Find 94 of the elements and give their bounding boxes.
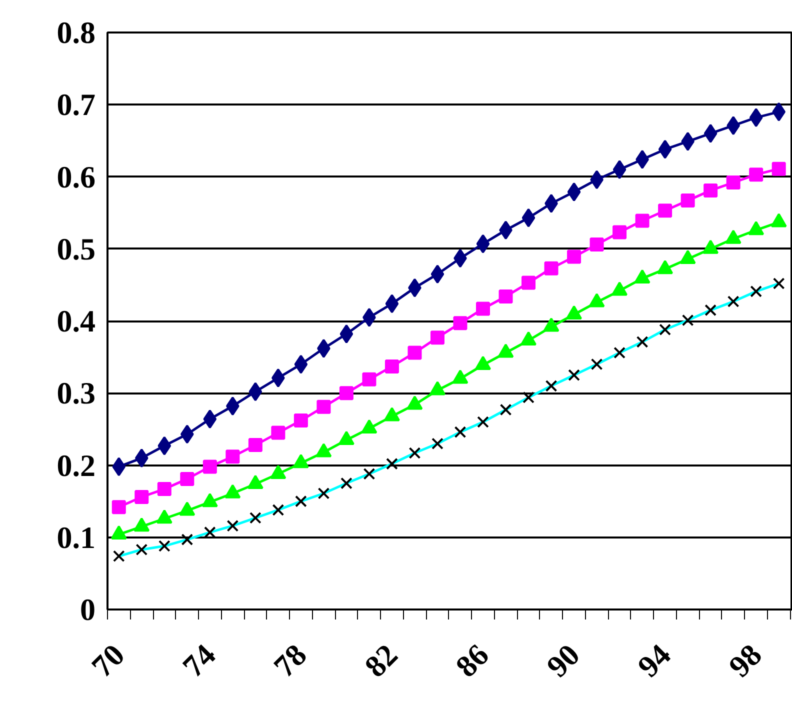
point: [545, 380, 558, 392]
point: [658, 204, 672, 218]
point: [180, 424, 194, 444]
point: [340, 477, 352, 490]
point: [362, 372, 376, 386]
x-tick-label: 82: [358, 637, 404, 684]
y-tick-label: 0.5: [56, 231, 96, 266]
y-tick-label: 0.6: [56, 159, 96, 194]
point: [136, 544, 148, 556]
point: [363, 468, 376, 480]
point: [340, 324, 354, 344]
point: [522, 276, 536, 290]
x-tick-label: 94: [630, 637, 678, 684]
point: [453, 316, 468, 330]
point: [567, 182, 581, 202]
point: [476, 302, 490, 316]
point: [749, 168, 764, 182]
point: [772, 162, 786, 176]
point: [477, 416, 489, 428]
point: [112, 500, 126, 514]
point: [386, 458, 398, 470]
point: [727, 296, 740, 308]
point: [636, 336, 648, 348]
point: [408, 447, 421, 459]
point: [750, 285, 762, 298]
point: [180, 472, 194, 486]
point: [635, 214, 650, 228]
point: [498, 289, 513, 304]
point: [294, 495, 307, 508]
point: [704, 304, 717, 316]
point: [318, 487, 330, 500]
point: [226, 520, 239, 532]
point: [612, 160, 626, 180]
point: [112, 550, 125, 562]
point: [522, 392, 534, 404]
point: [248, 438, 262, 452]
y-tick-label: 0.2: [56, 448, 96, 483]
point: [339, 386, 354, 400]
point: [704, 124, 718, 143]
point: [772, 102, 786, 122]
point: [294, 354, 308, 374]
point: [682, 314, 694, 326]
point: [432, 438, 444, 450]
point: [134, 490, 149, 504]
point: [430, 330, 444, 345]
point: [384, 359, 399, 374]
x-tick-label: 74: [176, 637, 222, 684]
point: [249, 512, 262, 524]
point: [476, 234, 490, 254]
point: [614, 346, 626, 359]
point: [157, 482, 172, 496]
point: [544, 261, 558, 276]
y-tick-label: 0: [80, 592, 96, 627]
point: [659, 324, 672, 336]
point: [112, 457, 126, 476]
point: [704, 183, 718, 198]
point: [772, 278, 785, 290]
point: [612, 225, 627, 240]
point: [248, 382, 262, 402]
x-tick-label: 70: [84, 637, 132, 684]
point: [522, 208, 536, 228]
y-tick-label: 0.1: [56, 520, 96, 555]
point: [202, 460, 217, 474]
x-tick-label: 86: [448, 637, 496, 684]
point: [408, 346, 422, 360]
point: [158, 436, 172, 456]
x-tick-label: 78: [266, 637, 314, 684]
point: [590, 358, 603, 370]
y-tick-label: 0.4: [56, 304, 96, 338]
point: [568, 369, 580, 382]
y-tick-label: 0.7: [56, 87, 96, 122]
point: [749, 108, 763, 128]
point: [271, 426, 286, 440]
point: [316, 400, 331, 414]
point: [726, 176, 740, 190]
point: [226, 450, 240, 464]
point: [294, 414, 308, 428]
point: [590, 238, 604, 252]
point: [500, 404, 512, 416]
point: [430, 264, 444, 284]
point: [385, 294, 399, 314]
point: [454, 426, 466, 438]
x-tick-label: 98: [722, 637, 768, 684]
point: [181, 534, 194, 546]
point: [658, 140, 672, 159]
point: [272, 504, 284, 516]
point: [680, 194, 695, 208]
y-tick-label: 0.3: [56, 376, 96, 411]
point: [567, 250, 582, 264]
point: [134, 448, 148, 468]
y-tick-label: 0.8: [56, 15, 96, 50]
point: [203, 410, 217, 429]
point: [158, 540, 170, 552]
x-tick-label: 90: [540, 637, 586, 684]
